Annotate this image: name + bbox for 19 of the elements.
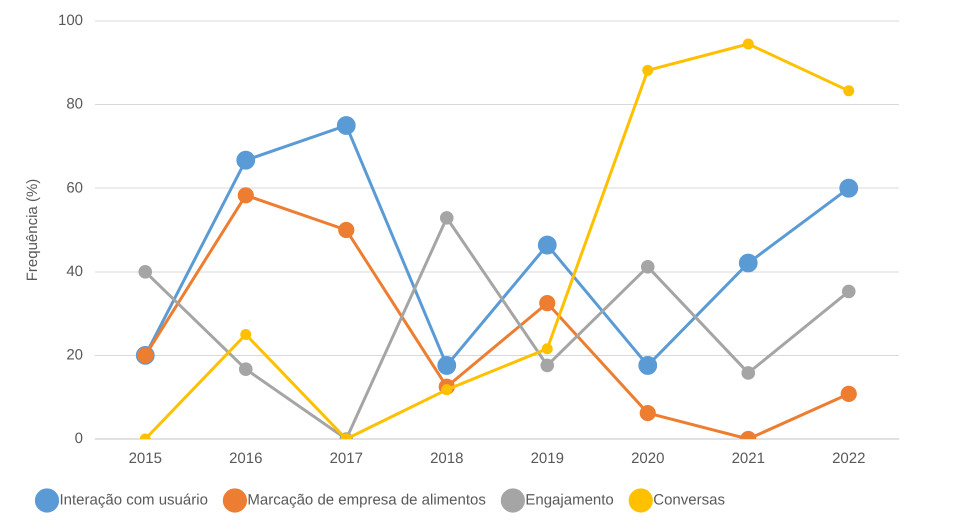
y-tick-label: 100 (58, 12, 84, 30)
legend-label: Marcação de empresa de alimentos (247, 492, 486, 509)
x-tick-label: 2018 (430, 450, 464, 468)
x-tick-label: 2021 (732, 450, 765, 468)
legend-label: Engajamento (525, 492, 614, 509)
y-tick-label: 20 (66, 346, 84, 364)
x-tick-label: 2015 (128, 450, 162, 468)
x-tick-label: 2022 (832, 450, 866, 468)
y-tick-label: 0 (74, 430, 84, 448)
y-tick-label: 80 (66, 96, 84, 113)
x-tick-label: 2017 (330, 450, 363, 468)
x-tick-label: 2016 (229, 450, 262, 468)
legend-label: Interação com usuário (60, 492, 208, 509)
y-axis-title: Frequência (%) (24, 178, 42, 282)
y-tick-label: 40 (66, 262, 84, 280)
x-tick-label: 2020 (631, 450, 664, 468)
y-tick-label: 60 (66, 179, 84, 196)
legend-label: Conversas (653, 492, 725, 509)
x-tick-label: 2019 (530, 450, 564, 468)
